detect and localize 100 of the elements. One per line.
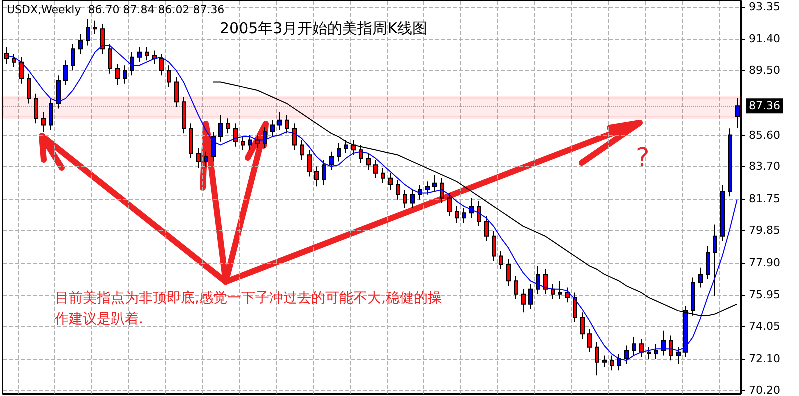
y-tick-label: 72.10 bbox=[749, 352, 780, 366]
candlestick bbox=[728, 128, 732, 198]
candlestick bbox=[661, 330, 666, 356]
candlestick bbox=[189, 123, 193, 159]
candlestick bbox=[477, 201, 481, 227]
candlestick bbox=[86, 18, 90, 46]
candlestick bbox=[425, 181, 430, 196]
candlestick bbox=[19, 56, 24, 84]
candlestick bbox=[632, 336, 636, 356]
y-tick-label: 83.70 bbox=[749, 160, 780, 174]
candlestick bbox=[329, 151, 334, 171]
candlestick bbox=[558, 280, 562, 300]
candlestick bbox=[115, 63, 120, 86]
candlestick bbox=[536, 266, 540, 295]
annotation: 目前美指点为非顶即底,感觉一下子冲过去的可能不大,稳健的操作建议是趴着. bbox=[54, 290, 442, 328]
candlestick bbox=[218, 114, 223, 142]
y-tick-label: 85.60 bbox=[749, 128, 780, 142]
candlestick bbox=[233, 123, 238, 148]
y-tick-label: 79.85 bbox=[749, 224, 780, 238]
candlestick bbox=[226, 118, 230, 134]
candlestick bbox=[196, 148, 201, 169]
candlestick bbox=[174, 76, 179, 108]
candlestick bbox=[455, 206, 459, 224]
candlestick bbox=[647, 346, 651, 360]
candlestick bbox=[580, 312, 585, 340]
candlestick bbox=[56, 75, 61, 110]
candlestick bbox=[182, 96, 186, 134]
candlestick bbox=[344, 140, 348, 154]
y-tick-label: 74.05 bbox=[749, 320, 780, 334]
candlestick bbox=[366, 152, 371, 171]
candlestick bbox=[351, 140, 356, 156]
candlestick bbox=[565, 287, 570, 304]
y-tick-label: 75.95 bbox=[749, 288, 780, 302]
candlestick bbox=[587, 328, 592, 353]
candlestick bbox=[720, 184, 725, 242]
candlestick bbox=[307, 150, 312, 178]
candlestick bbox=[41, 112, 46, 132]
candlestick bbox=[492, 230, 496, 262]
candlestick bbox=[108, 44, 112, 74]
candlestick bbox=[100, 24, 105, 55]
candlestick bbox=[440, 178, 444, 204]
candlestick bbox=[248, 134, 252, 151]
candlestick bbox=[469, 198, 474, 219]
candlestick bbox=[462, 208, 466, 224]
candlestick bbox=[63, 60, 68, 86]
candlestick bbox=[123, 65, 127, 84]
candlestick bbox=[270, 120, 275, 138]
y-tick-label: 93.35 bbox=[749, 0, 780, 14]
candlestick bbox=[543, 269, 548, 295]
candlestick bbox=[610, 355, 614, 372]
y-tick-label: 91.40 bbox=[749, 32, 780, 46]
candlestick bbox=[71, 44, 75, 72]
candlestick bbox=[93, 20, 97, 35]
candlestick bbox=[521, 288, 526, 314]
candlestick bbox=[255, 134, 260, 150]
candlestick bbox=[241, 136, 245, 151]
candlestick bbox=[573, 292, 577, 324]
candlestick bbox=[34, 93, 38, 124]
candlestick bbox=[285, 114, 289, 134]
candlestick bbox=[130, 52, 134, 76]
candlestick bbox=[447, 192, 452, 217]
candlestick bbox=[277, 112, 282, 131]
candlestick bbox=[698, 267, 703, 288]
y-tick-label: 81.75 bbox=[749, 192, 780, 206]
candlestick bbox=[639, 338, 644, 358]
candlestick bbox=[12, 54, 16, 68]
y-tick-label: 77.90 bbox=[749, 256, 780, 270]
candlestick bbox=[403, 189, 407, 209]
candlestick bbox=[595, 342, 599, 376]
candlestick bbox=[145, 46, 149, 62]
candlestick bbox=[551, 284, 555, 300]
candlestick bbox=[506, 259, 511, 287]
candlestick bbox=[499, 250, 503, 270]
candlestick bbox=[211, 131, 216, 162]
y-tick-label: 89.50 bbox=[749, 64, 780, 78]
candlestick bbox=[713, 224, 717, 297]
candlestick bbox=[300, 140, 304, 161]
candlestick bbox=[410, 189, 415, 209]
candlestick bbox=[167, 65, 171, 88]
candlestick bbox=[381, 168, 385, 184]
candlestick bbox=[514, 276, 518, 300]
text: 2005年3月开始的美指周K线图 bbox=[220, 20, 428, 38]
candlestick bbox=[373, 160, 378, 179]
candlestick bbox=[152, 50, 157, 64]
candlestick bbox=[137, 46, 142, 63]
candlestick bbox=[78, 34, 83, 55]
candlestick bbox=[314, 166, 319, 188]
candlestick bbox=[27, 73, 31, 104]
y-tick-label: 70.20 bbox=[749, 384, 780, 396]
candlestick bbox=[337, 143, 341, 162]
candlestick bbox=[359, 144, 363, 164]
candlestick bbox=[322, 160, 326, 186]
annotation: USDX,Weekly 86.70 87.84 86.02 87.36 bbox=[7, 4, 225, 16]
candlestick bbox=[292, 123, 297, 151]
candlestick bbox=[602, 355, 607, 368]
candlestick bbox=[432, 174, 437, 192]
candlestick bbox=[159, 54, 164, 76]
candlestick bbox=[204, 151, 208, 168]
candlestick bbox=[669, 335, 673, 362]
candlestick bbox=[49, 98, 53, 131]
